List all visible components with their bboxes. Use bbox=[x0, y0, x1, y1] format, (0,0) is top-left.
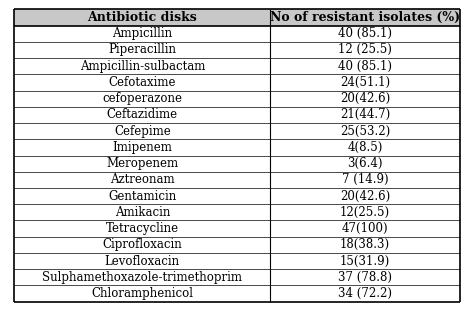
Text: Cefepime: Cefepime bbox=[114, 125, 171, 138]
Text: Meropenem: Meropenem bbox=[106, 157, 178, 170]
Text: 4(8.5): 4(8.5) bbox=[347, 141, 383, 154]
Text: Ampicillin: Ampicillin bbox=[112, 27, 173, 40]
Text: 3(6.4): 3(6.4) bbox=[347, 157, 383, 170]
Text: 34 (72.2): 34 (72.2) bbox=[338, 287, 392, 300]
Text: Piperacillin: Piperacillin bbox=[109, 44, 176, 56]
Text: 47(100): 47(100) bbox=[342, 222, 388, 235]
Text: Antibiotic disks: Antibiotic disks bbox=[87, 11, 197, 24]
Bar bbox=[14, 9, 460, 26]
Text: Cefotaxime: Cefotaxime bbox=[109, 76, 176, 89]
Text: Ampicillin-sulbactam: Ampicillin-sulbactam bbox=[80, 60, 205, 73]
Text: 12(25.5): 12(25.5) bbox=[340, 206, 390, 219]
Text: cefoperazone: cefoperazone bbox=[102, 92, 182, 105]
Text: Tetracycline: Tetracycline bbox=[106, 222, 179, 235]
Text: Aztreonam: Aztreonam bbox=[110, 173, 174, 186]
Text: 21(44.7): 21(44.7) bbox=[340, 109, 390, 121]
Text: 12 (25.5): 12 (25.5) bbox=[338, 44, 392, 56]
Text: Gentamicin: Gentamicin bbox=[108, 190, 176, 202]
Text: 20(42.6): 20(42.6) bbox=[340, 190, 390, 202]
Text: Sulphamethoxazole-trimethoprim: Sulphamethoxazole-trimethoprim bbox=[42, 271, 242, 284]
Text: 7 (14.9): 7 (14.9) bbox=[342, 173, 388, 186]
Text: 15(31.9): 15(31.9) bbox=[340, 255, 390, 267]
Text: Ciprofloxacin: Ciprofloxacin bbox=[102, 238, 182, 251]
Text: Levofloxacin: Levofloxacin bbox=[105, 255, 180, 267]
Text: 40 (85.1): 40 (85.1) bbox=[338, 27, 392, 40]
Text: Ceftazidime: Ceftazidime bbox=[107, 109, 178, 121]
Text: 37 (78.8): 37 (78.8) bbox=[338, 271, 392, 284]
Text: 18(38.3): 18(38.3) bbox=[340, 238, 390, 251]
Text: No of resistant isolates (%): No of resistant isolates (%) bbox=[270, 11, 460, 24]
Text: Amikacin: Amikacin bbox=[115, 206, 170, 219]
Text: 40 (85.1): 40 (85.1) bbox=[338, 60, 392, 73]
Text: 20(42.6): 20(42.6) bbox=[340, 92, 390, 105]
Text: 25(53.2): 25(53.2) bbox=[340, 125, 390, 138]
Text: Chloramphenicol: Chloramphenicol bbox=[91, 287, 193, 300]
Text: Imipenem: Imipenem bbox=[112, 141, 172, 154]
Text: 24(51.1): 24(51.1) bbox=[340, 76, 390, 89]
